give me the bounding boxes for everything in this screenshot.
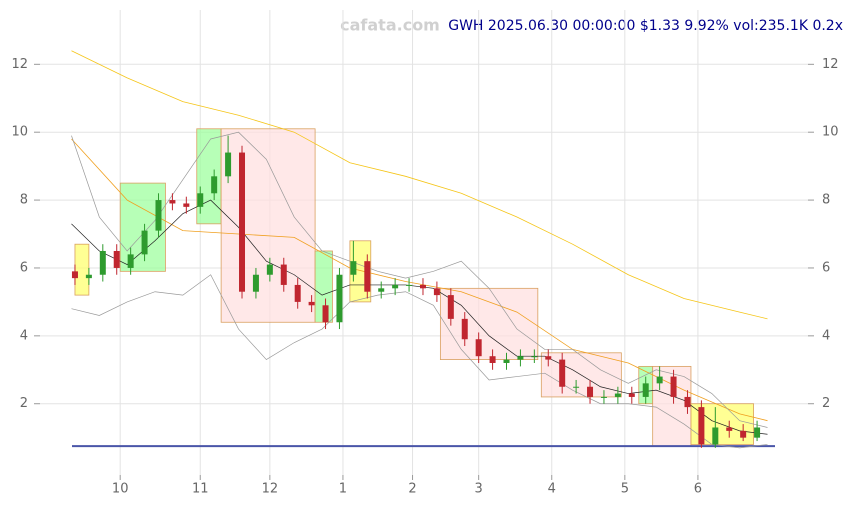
candle-body bbox=[447, 295, 454, 319]
x-tick-label: 3 bbox=[475, 482, 483, 497]
candle-body bbox=[433, 288, 440, 296]
candle-body bbox=[587, 386, 594, 397]
candle-body bbox=[600, 396, 607, 398]
candle-body bbox=[740, 430, 747, 438]
candle-body bbox=[225, 152, 232, 177]
candle-body bbox=[406, 284, 413, 286]
candle-body bbox=[280, 264, 287, 285]
y-tick-label: 4 bbox=[20, 328, 28, 343]
candle-body bbox=[169, 200, 176, 204]
x-tick-label: 1 bbox=[339, 482, 347, 497]
indicator-line bbox=[71, 50, 768, 320]
watermark: cafata.com bbox=[340, 16, 440, 35]
candle-body bbox=[614, 393, 621, 397]
x-tick-label: 4 bbox=[548, 482, 556, 497]
candle-body bbox=[322, 305, 329, 323]
candle-body bbox=[489, 356, 496, 363]
y2-tick-label: 2 bbox=[822, 396, 830, 411]
candle-body bbox=[85, 274, 92, 279]
candle-body bbox=[99, 250, 106, 275]
y-tick-label: 8 bbox=[20, 193, 28, 208]
candle-body bbox=[545, 356, 552, 360]
candle-body bbox=[628, 393, 635, 397]
y2-tick-label: 4 bbox=[822, 328, 830, 343]
candle-body bbox=[712, 427, 719, 445]
y-tick-label: 2 bbox=[20, 396, 28, 411]
candle-body bbox=[364, 261, 371, 292]
candle-body bbox=[517, 356, 524, 360]
candle-body bbox=[266, 264, 273, 275]
candle-body bbox=[392, 284, 399, 289]
candle-body bbox=[378, 288, 385, 292]
zone bbox=[74, 243, 90, 296]
zone bbox=[439, 287, 539, 360]
y2-tick-label: 10 bbox=[822, 125, 839, 140]
candle-body bbox=[475, 339, 482, 357]
candle-body bbox=[141, 230, 148, 255]
candle-body bbox=[308, 301, 315, 306]
candle-body bbox=[127, 254, 134, 268]
candle-body bbox=[113, 250, 120, 268]
candle-body bbox=[211, 176, 218, 194]
candle-body bbox=[656, 376, 663, 384]
candle-body bbox=[183, 203, 190, 207]
y2-tick-label: 6 bbox=[822, 260, 830, 275]
candle-body bbox=[684, 396, 691, 408]
candle-body bbox=[336, 274, 343, 323]
x-tick-label: 6 bbox=[694, 482, 702, 497]
candle-body bbox=[698, 407, 705, 445]
candle-body bbox=[670, 376, 677, 397]
candle-body bbox=[71, 271, 78, 279]
candle-body bbox=[252, 274, 259, 292]
x-tick-label: 11 bbox=[192, 482, 209, 497]
y2-tick-label: 8 bbox=[822, 193, 830, 208]
candle-body bbox=[197, 193, 204, 207]
y2-tick-label: 12 bbox=[822, 57, 839, 72]
candle-body bbox=[419, 284, 426, 289]
x-tick-label: 5 bbox=[621, 482, 629, 497]
x-tick-label: 2 bbox=[408, 482, 416, 497]
y-tick-label: 10 bbox=[11, 125, 28, 140]
candle-body bbox=[503, 359, 510, 363]
indicator-line bbox=[71, 131, 768, 428]
candle-body bbox=[559, 359, 566, 387]
x-tick-label: 12 bbox=[262, 482, 279, 497]
candle-body bbox=[531, 356, 538, 358]
candle-body bbox=[642, 383, 649, 397]
chart-title: GWH 2025.06.30 00:00:00 $1.33 9.92% vol:… bbox=[448, 18, 843, 34]
x-tick-label: 10 bbox=[112, 482, 129, 497]
candle-body bbox=[350, 261, 357, 275]
candle-body bbox=[294, 284, 301, 302]
candle-body bbox=[239, 152, 246, 292]
candle-body bbox=[573, 386, 580, 388]
candle-body bbox=[754, 427, 761, 438]
y-tick-label: 6 bbox=[20, 260, 28, 275]
indicator-line bbox=[71, 199, 768, 435]
candle-body bbox=[726, 427, 733, 431]
candle-body bbox=[155, 200, 162, 231]
indicator-line bbox=[71, 274, 768, 449]
y-tick-label: 12 bbox=[11, 57, 28, 72]
candle-body bbox=[461, 318, 468, 340]
